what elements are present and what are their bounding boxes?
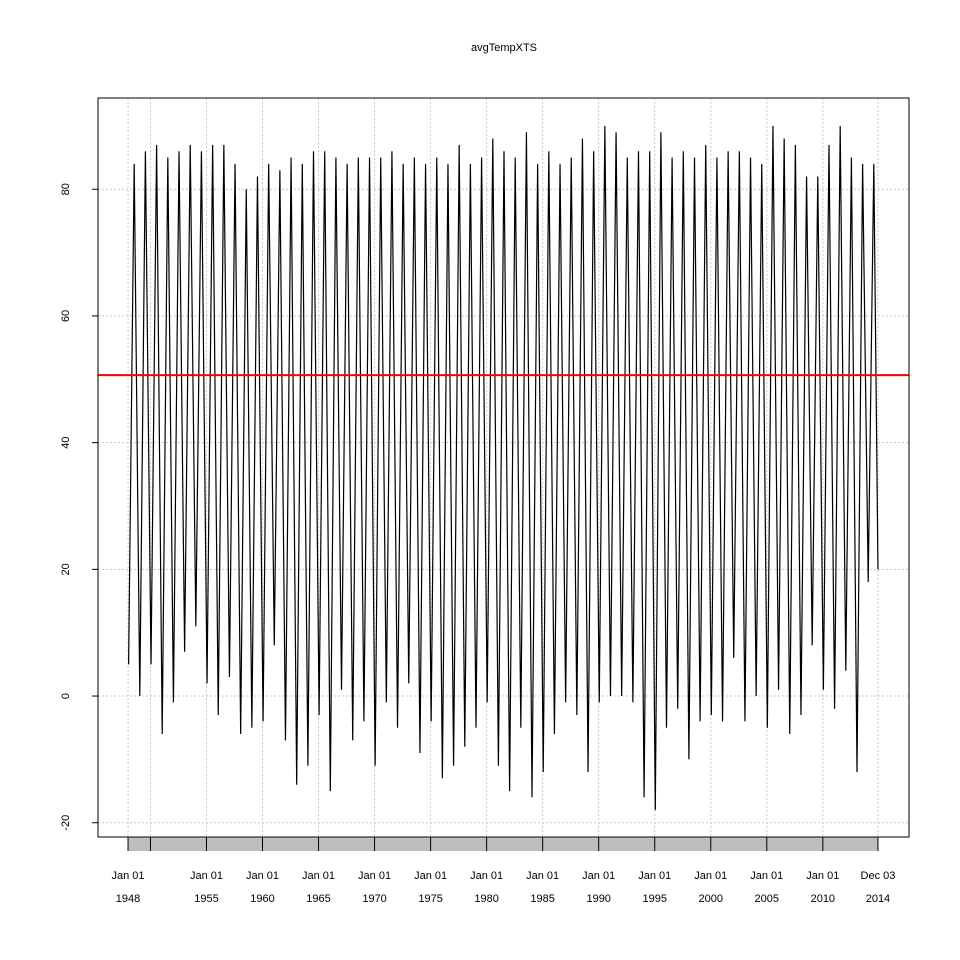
x-tick-label: 1965 — [306, 893, 330, 905]
x-tick-label: 1970 — [362, 893, 386, 905]
x-tick-label: Jan 01 — [582, 870, 615, 882]
x-tick-label: 1975 — [418, 893, 442, 905]
x-tick-label: 2005 — [755, 893, 779, 905]
series-line — [127, 125, 879, 811]
x-tick-label: Jan 01 — [806, 870, 839, 882]
x-tick-label: 1980 — [474, 893, 498, 905]
x-tick-label: Jan 01 — [414, 870, 447, 882]
x-tick-label: 2000 — [699, 893, 723, 905]
plot-frame — [97, 97, 910, 838]
y-tick-label: 60 — [60, 310, 72, 322]
x-tick-label: 1955 — [194, 893, 218, 905]
x-tick-label: Jan 01 — [246, 870, 279, 882]
x-tick-label: Jan 01 — [694, 870, 727, 882]
y-tick-label: 20 — [60, 563, 72, 575]
x-tick-label: Jan 01 — [638, 870, 671, 882]
x-tick-label: 1948 — [116, 893, 140, 905]
y-tick-label: 40 — [60, 437, 72, 449]
x-tick-label: Jan 01 — [526, 870, 559, 882]
x-tick-label: Jan 01 — [190, 870, 223, 882]
x-tick-label: 2010 — [811, 893, 835, 905]
x-tick-label: Jan 01 — [470, 870, 503, 882]
x-axis-bar — [128, 837, 878, 851]
x-tick-label: Dec 03 — [861, 870, 896, 882]
x-tick-label: 1985 — [530, 893, 554, 905]
x-tick-label: Jan 01 — [302, 870, 335, 882]
x-tick-label: 1990 — [586, 893, 610, 905]
x-tick-label: Jan 01 — [358, 870, 391, 882]
x-tick-label: 1995 — [642, 893, 666, 905]
x-tick-label: Jan 01 — [750, 870, 783, 882]
y-tick-label: 80 — [60, 183, 72, 195]
chart-title: avgTempXTS — [471, 42, 537, 54]
x-tick-label: 2014 — [866, 893, 890, 905]
y-tick-label: -20 — [60, 815, 72, 831]
y-tick-label: 0 — [60, 693, 72, 699]
x-tick-label: Jan 01 — [112, 870, 145, 882]
x-tick-label: 1960 — [250, 893, 274, 905]
